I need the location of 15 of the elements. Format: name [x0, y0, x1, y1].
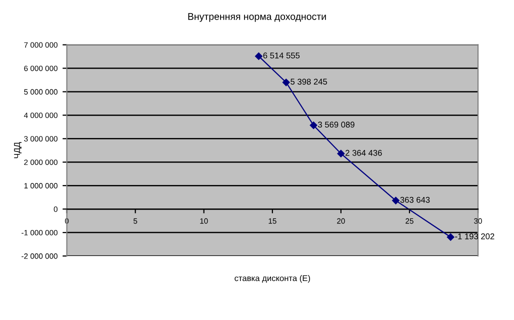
x-axis-title: ставка дисконта (Е) — [234, 275, 310, 283]
point — [282, 78, 290, 86]
point — [255, 52, 262, 60]
point — [337, 150, 345, 158]
y-axis-title: ЧДД — [14, 142, 22, 158]
chart-title: Внутренняя норма доходности — [188, 13, 326, 22]
point — [392, 196, 400, 204]
data-label: 363 643 — [400, 196, 430, 203]
data-label: 6 514 555 — [263, 52, 300, 58]
data-label: 3 569 089 — [318, 122, 354, 128]
data-label: 5 398 245 — [290, 78, 328, 85]
point — [446, 233, 454, 241]
data-label: 2 364 436 — [346, 150, 382, 156]
data-label: -1 193 202 — [455, 233, 494, 240]
point — [310, 122, 318, 129]
